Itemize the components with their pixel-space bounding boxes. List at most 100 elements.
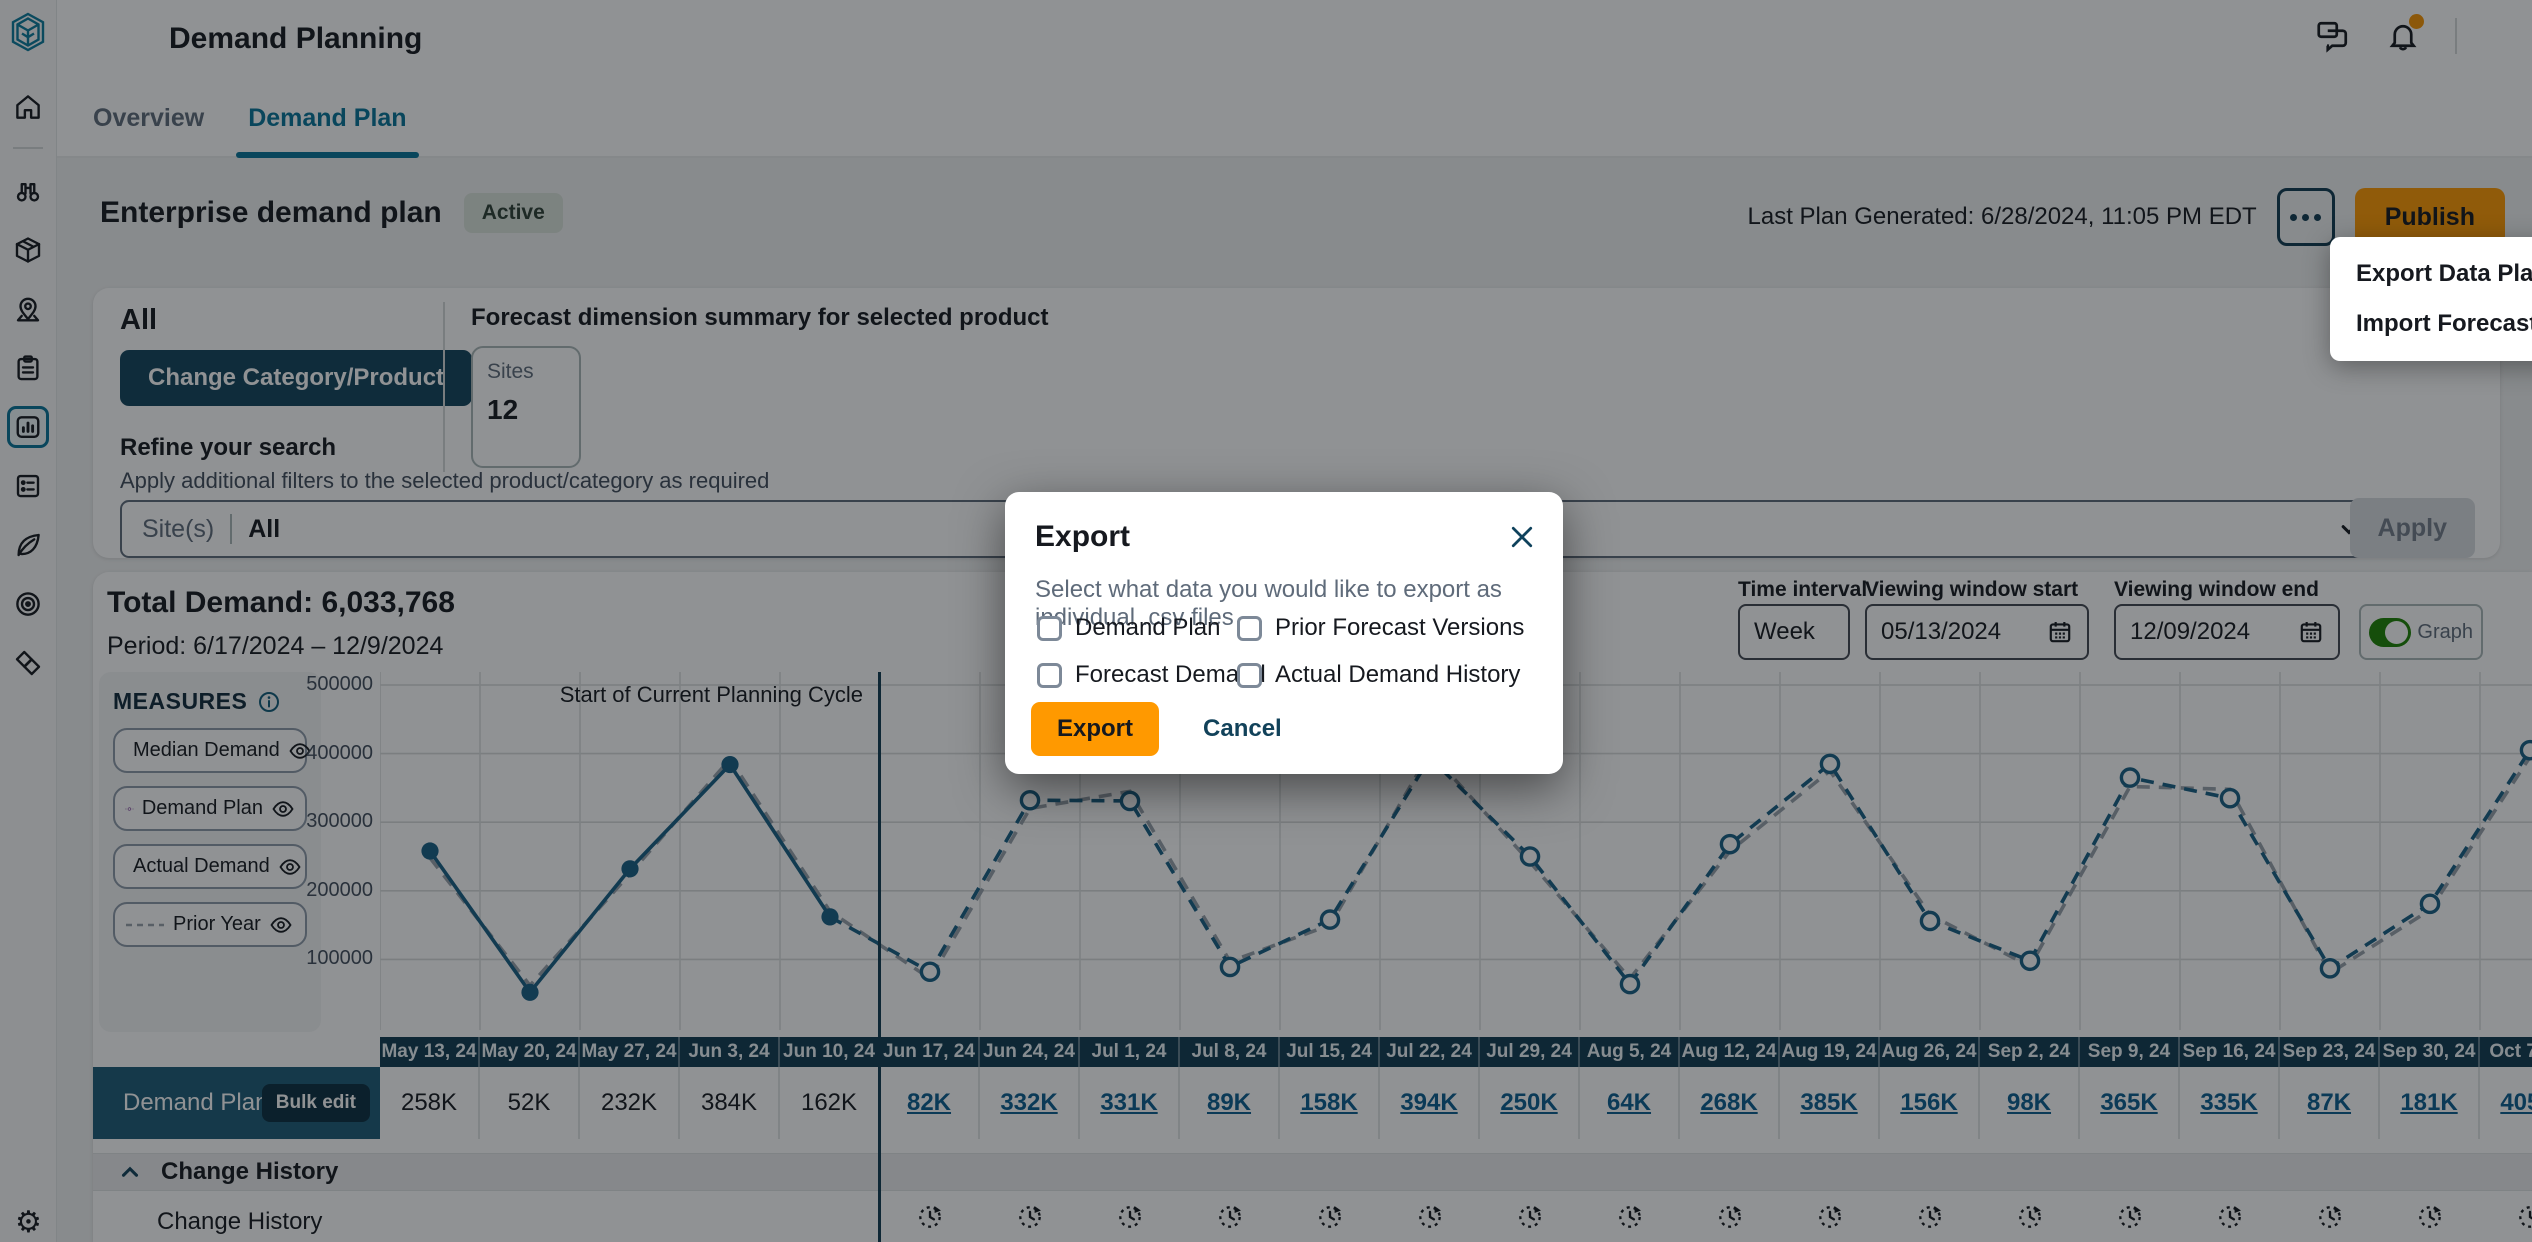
editable-value-link[interactable]: 250K <box>1500 1089 1558 1116</box>
data-point[interactable] <box>2519 739 2532 761</box>
demand-plan-cell[interactable]: 181K <box>2380 1067 2480 1139</box>
history-icon[interactable] <box>916 1203 944 1231</box>
history-icon[interactable] <box>1816 1203 1844 1231</box>
history-icon[interactable] <box>1616 1203 1644 1231</box>
demand-plan-cell[interactable]: 89K <box>1180 1067 1280 1139</box>
publish-button[interactable]: Publish <box>2354 188 2505 246</box>
data-point[interactable] <box>2219 787 2241 809</box>
data-point[interactable] <box>1819 753 1841 775</box>
demand-plan-cell[interactable]: 365K <box>2080 1067 2180 1139</box>
demand-chart[interactable] <box>380 672 2532 1030</box>
window-end-input[interactable]: 12/09/2024 <box>2114 604 2340 660</box>
change-category-button[interactable]: Change Category/Product <box>120 350 473 406</box>
demand-plan-cell[interactable]: 385K <box>1780 1067 1880 1139</box>
checkbox[interactable] <box>1237 662 1262 688</box>
editable-value-link[interactable]: 268K <box>1700 1089 1758 1116</box>
data-point[interactable] <box>721 755 739 774</box>
more-actions-button[interactable] <box>2276 188 2335 246</box>
history-icon[interactable] <box>2016 1203 2044 1231</box>
editable-value-link[interactable]: 98K <box>2006 1089 2052 1116</box>
history-icon[interactable] <box>1716 1203 1744 1231</box>
history-icon[interactable] <box>1916 1203 1944 1231</box>
editable-value-link[interactable]: 158K <box>1300 1089 1358 1116</box>
demand-plan-cell[interactable]: 331K <box>1080 1067 1180 1139</box>
data-point[interactable] <box>1319 909 1341 930</box>
data-point[interactable] <box>1519 846 1541 867</box>
tab-overview[interactable]: Overview <box>93 103 205 132</box>
checkbox[interactable] <box>1037 615 1062 641</box>
demand-plan-cell[interactable]: 335K <box>2180 1067 2280 1139</box>
history-icon[interactable] <box>1216 1203 1244 1231</box>
eye-icon[interactable] <box>269 913 293 937</box>
editable-value-link[interactable]: 405K <box>2500 1089 2532 1116</box>
history-icon[interactable] <box>2116 1203 2144 1231</box>
history-icon[interactable] <box>1016 1203 1044 1231</box>
demand-plan-cell[interactable]: 82K <box>880 1067 980 1139</box>
info-icon[interactable] <box>257 690 281 714</box>
eye-icon[interactable] <box>278 855 302 879</box>
sidebar-item-leaf[interactable] <box>7 524 49 566</box>
legend-median-demand[interactable]: Median Demand <box>113 728 311 773</box>
sidebar-item-home[interactable] <box>7 86 49 128</box>
demand-plan-cell[interactable]: 156K <box>1880 1067 1980 1139</box>
data-point[interactable] <box>421 842 439 860</box>
editable-value-link[interactable]: 332K <box>1000 1089 1058 1116</box>
editable-value-link[interactable]: 82K <box>906 1089 952 1116</box>
data-point[interactable] <box>621 860 639 878</box>
sidebar-item-package[interactable] <box>7 229 49 271</box>
demand-plan-cell[interactable]: 98K <box>1980 1067 2080 1139</box>
history-icon[interactable] <box>1516 1203 1544 1231</box>
demand-plan-cell[interactable]: 64K <box>1580 1067 1680 1139</box>
checkbox[interactable] <box>1037 662 1062 688</box>
demand-plan-cell[interactable]: 394K <box>1380 1067 1480 1139</box>
history-icon[interactable] <box>1416 1203 1444 1231</box>
legend-prior-year[interactable]: Prior Year <box>113 902 307 947</box>
editable-value-link[interactable]: 87K <box>2306 1089 2352 1116</box>
history-icon[interactable] <box>2516 1203 2532 1231</box>
menu-item-import-forecast-overrides[interactable]: Import Forecast Overrides <box>2356 310 2532 337</box>
settings-icon[interactable]: ⚙ <box>15 1206 42 1239</box>
sidebar-item-analytics[interactable] <box>7 406 49 448</box>
demand-plan-cell[interactable]: 332K <box>980 1067 1080 1139</box>
legend-actual-demand[interactable]: Actual Demand <box>113 844 307 889</box>
data-point[interactable] <box>2319 958 2341 979</box>
data-point[interactable] <box>1119 790 1141 812</box>
app-logo-icon[interactable] <box>10 12 46 52</box>
bell-icon[interactable] <box>2385 14 2424 54</box>
editable-value-link[interactable]: 89K <box>1206 1089 1252 1116</box>
data-point[interactable] <box>1019 789 1041 811</box>
editable-value-link[interactable]: 156K <box>1900 1089 1958 1116</box>
export-button[interactable]: Export <box>1031 702 1160 756</box>
eye-icon[interactable] <box>271 797 295 821</box>
demand-plan-cell[interactable]: 87K <box>2280 1067 2380 1139</box>
eye-icon[interactable] <box>288 739 312 763</box>
close-icon[interactable] <box>1507 522 1537 552</box>
time-interval-select[interactable]: Week <box>1738 604 1850 660</box>
history-icon[interactable] <box>1316 1203 1344 1231</box>
chat-icon[interactable] <box>2315 18 2351 54</box>
data-point[interactable] <box>1919 910 1941 932</box>
sidebar-item-clipboard[interactable] <box>7 347 49 389</box>
editable-value-link[interactable]: 64K <box>1606 1089 1652 1116</box>
sidebar-item-target[interactable] <box>7 583 49 625</box>
window-start-input[interactable]: 05/13/2024 <box>1865 604 2089 660</box>
change-history-section-header[interactable]: Change History <box>93 1153 2532 1191</box>
history-icon[interactable] <box>2416 1203 2444 1231</box>
sidebar-item-list[interactable] <box>7 465 49 507</box>
legend-demand-plan[interactable]: Demand Plan <box>113 786 307 831</box>
data-point[interactable] <box>2419 893 2441 915</box>
data-point[interactable] <box>2019 950 2041 972</box>
history-icon[interactable] <box>2216 1203 2244 1231</box>
editable-value-link[interactable]: 385K <box>1800 1089 1858 1116</box>
editable-value-link[interactable]: 394K <box>1400 1089 1458 1116</box>
demand-plan-cell[interactable]: 405K <box>2480 1067 2532 1139</box>
apply-button[interactable]: Apply <box>2349 498 2475 558</box>
menu-item-export-data-plan[interactable]: Export Data Plan <box>2356 260 2532 287</box>
sidebar-item-layers[interactable] <box>7 642 49 684</box>
history-icon[interactable] <box>1116 1203 1144 1231</box>
data-point[interactable] <box>919 961 941 983</box>
bulk-edit-button[interactable]: Bulk edit <box>261 1084 370 1122</box>
data-point[interactable] <box>1719 833 1741 855</box>
editable-value-link[interactable]: 331K <box>1100 1089 1158 1116</box>
graph-toggle[interactable] <box>2369 617 2412 647</box>
